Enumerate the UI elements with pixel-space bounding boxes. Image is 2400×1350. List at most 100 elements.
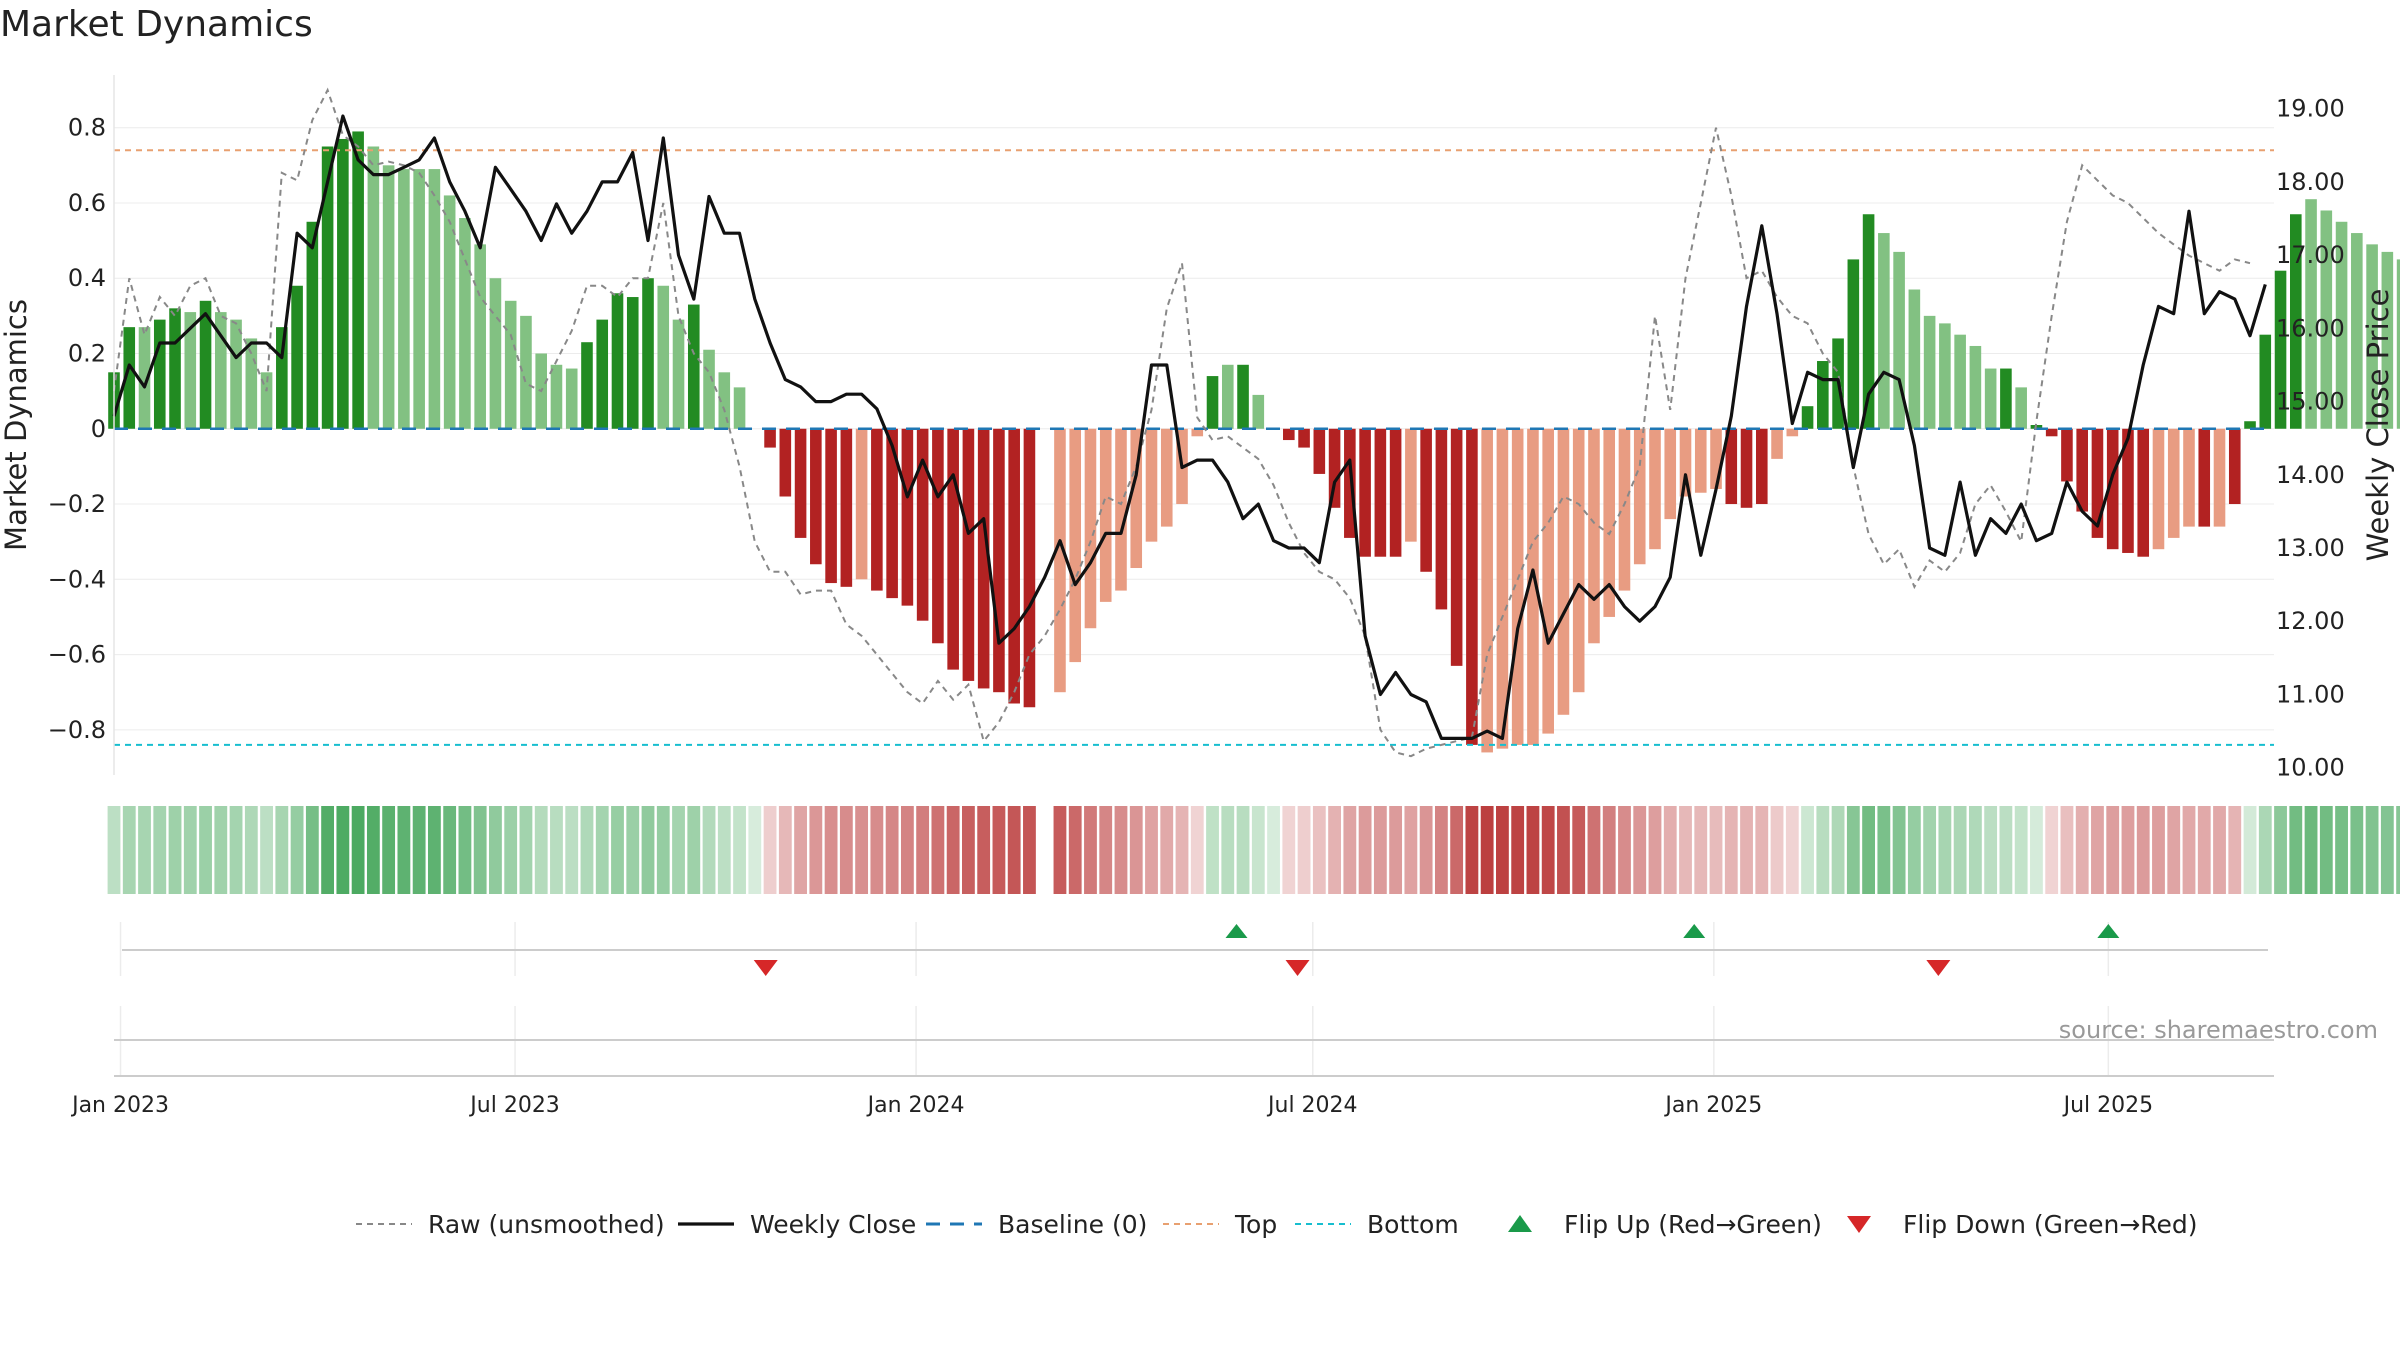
dynamics-bar [1954,334,1966,429]
heat-cell [733,806,746,894]
heat-cell [1755,806,1769,894]
heat-cell [2243,806,2257,894]
dynamics-bar [611,293,624,429]
heat-cell [427,806,441,894]
dynamics-bar [428,169,441,429]
heat-cell [1740,806,1753,894]
heat-cell [580,806,594,894]
dynamics-bar [977,428,990,689]
dynamics-bar [1099,428,1112,602]
heat-cell [2289,806,2303,894]
heat-cell [946,806,960,894]
dynamics-bar [703,349,715,429]
dynamics-bar [840,428,853,587]
dynamics-bar [1283,428,1295,441]
dynamics-bar [993,428,1005,693]
axes-layer: 0.8 0.6 0.4 0.2 0 −0.2 −0.4 −0.6 −0.8 19.00 18.00 1… [0,75,2395,782]
y-axis-label: Market Dynamics [0,299,33,551]
x-axis: Jan 2023 Jul 2023 Jan 2024 Jul 2024 Jan 2025… [70,1093,2153,1118]
heat-cell [1053,806,1067,894]
heat-cell [672,806,685,894]
x-tick-label: Jan 2024 [866,1093,965,1118]
legend-label: Raw (unsmoothed) [428,1210,665,1239]
dynamics-bar [1344,428,1356,538]
heat-cell [763,806,777,894]
legend-item-flip_up: Flip Up (Red→Green) [1508,1210,1822,1239]
heat-cell [855,806,869,894]
dynamics-bar [1862,214,1875,429]
heat-cell [473,806,487,894]
dynamics-bar [733,387,746,429]
y-tick-label: 0.8 [68,114,106,142]
heat-cell [1145,806,1158,894]
heat-cell [2258,806,2272,894]
heat-cell [275,806,289,894]
heat-cell [260,806,273,894]
heat-cell [1190,806,1204,894]
dynamics-bar [2137,428,2150,557]
heat-cell [1480,806,1494,894]
heat-cell [1007,806,1021,894]
heat-cell [183,806,197,894]
heat-cell [1251,806,1265,894]
heat-cell [626,806,640,894]
dynamics-bar [1801,406,1814,429]
heat-cell [1877,806,1891,894]
heat-cell [1618,806,1631,894]
heat-cell [2091,806,2104,894]
heat-cell [1023,806,1036,894]
dynamics-bar [1008,428,1020,704]
dynamics-bar [1481,428,1493,753]
heat-cell [290,806,304,894]
heat-cell [885,806,899,894]
heat-cell [2380,806,2394,894]
dynamics-bar [1603,428,1616,617]
dynamics-bar [825,428,837,584]
heat-cell [1206,806,1219,894]
dynamics-bar [276,327,288,429]
dynamics-bar [886,428,898,599]
y2-tick-label: 19.00 [2276,95,2345,123]
dynamics-bar [1572,428,1585,693]
heat-cell [824,806,838,894]
heat-cell [2350,806,2364,894]
x-tick-label: Jul 2024 [1266,1093,1358,1118]
dynamics-bar [1725,428,1738,505]
heat-cell [1557,806,1570,894]
heat-cell [382,806,396,894]
heat-cell [1236,806,1250,894]
legend-item-top: Top [1163,1210,1277,1239]
heat-cell [1984,806,1998,894]
heat-cell [1373,806,1387,894]
y2-tick-label: 11.00 [2276,680,2345,708]
y2-tick-label: 16.00 [2276,314,2345,342]
dynamics-bar [1374,428,1387,557]
heat-cell [2304,806,2318,894]
heat-cell [2075,806,2089,894]
heat-cell [336,806,350,894]
heat-cell [1709,806,1723,894]
dynamics-bar [1084,428,1097,629]
dynamics-bar [443,195,456,429]
dynamics-bar [1160,428,1173,527]
signals-panel [114,924,2274,1077]
dynamics-bar [1740,428,1753,508]
heat-cell [1968,806,1982,894]
dynamics-bar [1359,428,1371,557]
heat-cell [992,806,1006,894]
dynamics-bar [123,327,136,429]
dynamics-bar [2152,428,2165,550]
dynamics-bar [321,146,334,429]
dynamics-bar [2289,214,2302,429]
y-tick-label: −0.4 [48,565,106,593]
heat-cell [244,806,258,894]
dynamics-bar [2076,428,2088,512]
heat-cell [2213,806,2226,894]
dynamics-bar [2244,421,2256,429]
heat-cell [1526,806,1540,894]
legend-label: Flip Down (Green→Red) [1903,1210,2198,1239]
x-tick-label: Jan 2023 [70,1093,169,1118]
heat-cell [595,806,609,894]
heat-cell [1694,806,1708,894]
legend-label: Baseline (0) [998,1210,1147,1239]
